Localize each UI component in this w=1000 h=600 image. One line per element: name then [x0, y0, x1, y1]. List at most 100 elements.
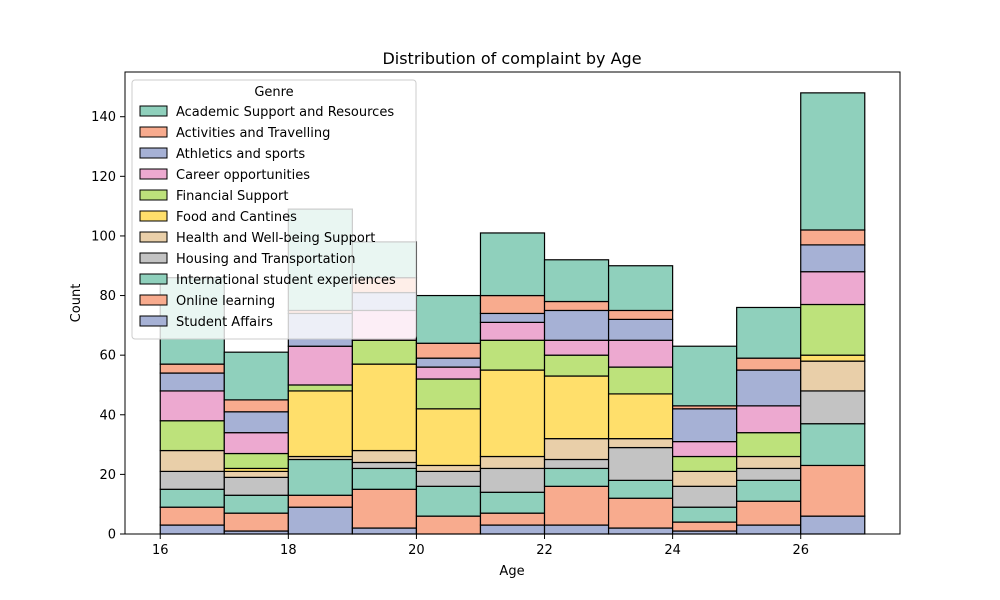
bar-segment: [223, 512, 289, 532]
bar-segment: [415, 408, 482, 467]
legend-entry-label: Student Affairs: [176, 315, 273, 330]
bar-segment: [159, 524, 225, 535]
legend-box: [131, 79, 417, 340]
bar-segment: [159, 449, 225, 473]
bar-segment: [415, 342, 482, 359]
legend-entry-label: Health and Well-being Support: [176, 231, 375, 246]
bar-segment: [351, 467, 418, 490]
legend-entry-label: Financial Support: [176, 189, 288, 204]
bar-segment: [672, 455, 738, 473]
bar-segment: [736, 524, 802, 535]
bar-segment: [479, 512, 546, 526]
legend-entry-label: Food and Cantines: [176, 210, 297, 225]
bar-segment: [607, 393, 674, 440]
legend-swatch: [139, 231, 168, 243]
bar-segment: [736, 500, 802, 526]
legend-swatch: [139, 252, 168, 264]
bar-segment: [800, 92, 866, 231]
axes-frame: [124, 71, 901, 535]
x-tick-label: 26: [792, 543, 809, 558]
bar-segment: [607, 265, 674, 312]
legend-swatch: [139, 315, 168, 327]
bar-segment: [607, 527, 674, 535]
bar-segment: [800, 360, 866, 392]
bar-segment: [800, 423, 866, 467]
bar-segment: [223, 432, 289, 455]
bar-segment: [736, 357, 802, 371]
bar-segment: [287, 345, 353, 386]
bar-segment: [543, 259, 610, 303]
legend-swatch: [139, 168, 168, 180]
bar-segment: [607, 438, 674, 449]
bar-segment: [479, 321, 546, 341]
bar-segment: [543, 467, 610, 487]
legend-entry-label: Academic Support and Resources: [176, 105, 394, 120]
bar-segment: [415, 378, 482, 410]
bar-segment: [415, 366, 482, 380]
x-axis-label: Age: [499, 564, 524, 579]
bar-segment: [415, 464, 482, 473]
bar-segment: [672, 408, 738, 443]
bar-segment: [672, 441, 738, 458]
legend-entry-label: International student experiences: [176, 273, 396, 288]
bar-segment: [351, 527, 418, 535]
bar-segment: [607, 366, 674, 395]
bar-segment: [479, 491, 546, 514]
bar-segment: [223, 470, 289, 478]
bar-segment: [672, 506, 738, 523]
y-axis-label: Count: [69, 284, 84, 323]
bar-segment: [607, 446, 674, 481]
bar-segment: [672, 345, 738, 407]
chart-title: Distribution of complaint by Age: [382, 49, 641, 68]
bar-segment: [159, 420, 225, 452]
bar-segment: [800, 515, 866, 535]
bar-segment: [800, 390, 866, 425]
legend-title: Genre: [254, 85, 293, 100]
bar-segment: [607, 339, 674, 368]
bar-segment: [543, 485, 610, 526]
bar-segment: [351, 449, 418, 464]
bar-segment: [800, 244, 866, 273]
bar-segment: [159, 390, 225, 422]
bar-segment: [800, 303, 866, 356]
y-tick-label: 100: [91, 229, 116, 244]
axes: 16 18 20 22 24 26 0 20 40 60 80 100 120 140: [91, 71, 901, 558]
y-tick-label: 140: [91, 110, 116, 125]
bar-segment: [287, 384, 353, 392]
bar-segment: [672, 470, 738, 487]
bar-segment: [543, 524, 610, 535]
y-tick-label: 40: [99, 408, 116, 423]
x-tick-label: 24: [664, 543, 681, 558]
bar-segment: [479, 467, 546, 493]
bar-segment: [543, 300, 610, 312]
bar-segment: [159, 363, 225, 374]
bar-segment: [736, 479, 802, 502]
y-tick-label: 120: [91, 170, 116, 185]
bar-segment: [672, 521, 738, 532]
bar-segment: [223, 452, 289, 470]
bar-segment: [223, 351, 289, 401]
bar-segment: [736, 432, 802, 458]
legend-swatch: [139, 273, 168, 285]
bar-segment: [479, 312, 546, 323]
y-tick-label: 20: [99, 468, 116, 483]
y-tick-label: 0: [108, 528, 116, 543]
bar-segment: [415, 485, 482, 517]
legend-entry-label: Activities and Travelling: [176, 126, 330, 141]
legend-swatch: [139, 294, 168, 306]
bar-segment: [351, 488, 418, 529]
bar-segment: [415, 515, 482, 535]
bar-segment: [543, 354, 610, 377]
bar-segment: [543, 339, 610, 356]
x-tick-label: 18: [280, 543, 297, 558]
bar-segment: [415, 294, 482, 344]
legend: Genre Academic Support and Resources Activ…: [131, 79, 417, 340]
bar-segment: [479, 455, 546, 470]
x-tick-label: 20: [408, 543, 425, 558]
legend-entry-label: Housing and Transportation: [176, 252, 355, 267]
bar-segment: [800, 464, 866, 517]
legend-swatch: [139, 126, 168, 138]
bar-segment: [351, 461, 418, 470]
bar-segment: [479, 232, 546, 297]
